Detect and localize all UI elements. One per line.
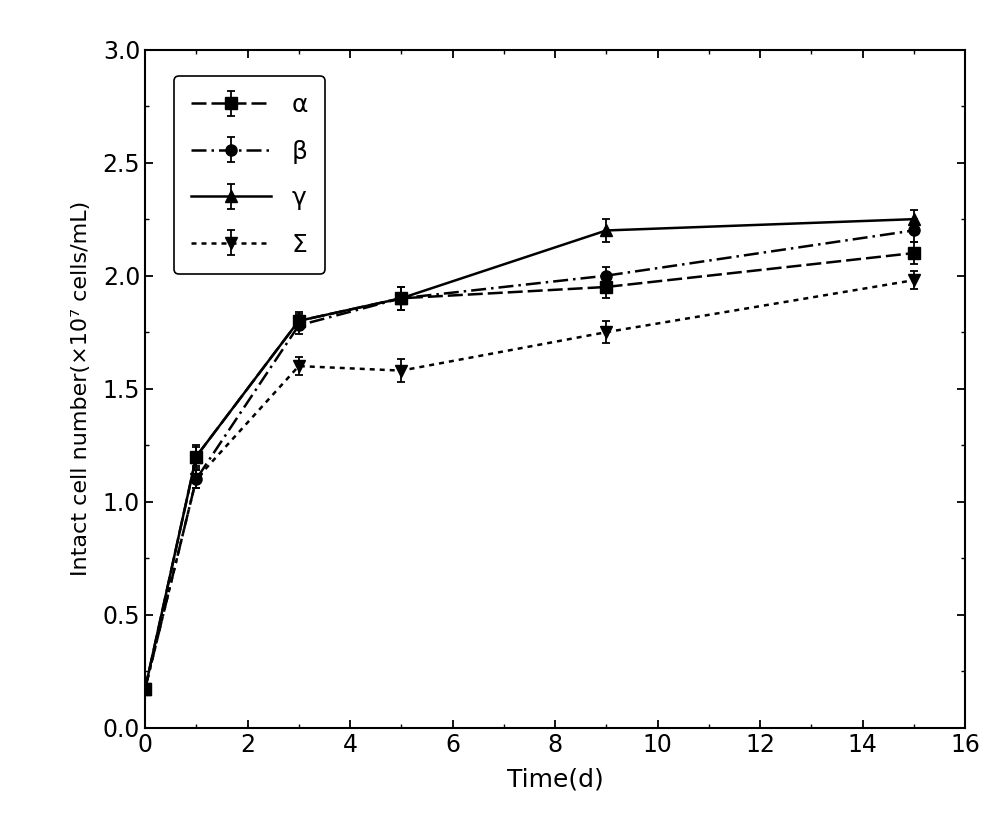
Y-axis label: Intact cell number(×10⁷ cells/mL): Intact cell number(×10⁷ cells/mL) — [71, 201, 91, 576]
X-axis label: Time(d): Time(d) — [507, 767, 603, 791]
Legend: α, β, γ, Σ: α, β, γ, Σ — [174, 76, 325, 275]
